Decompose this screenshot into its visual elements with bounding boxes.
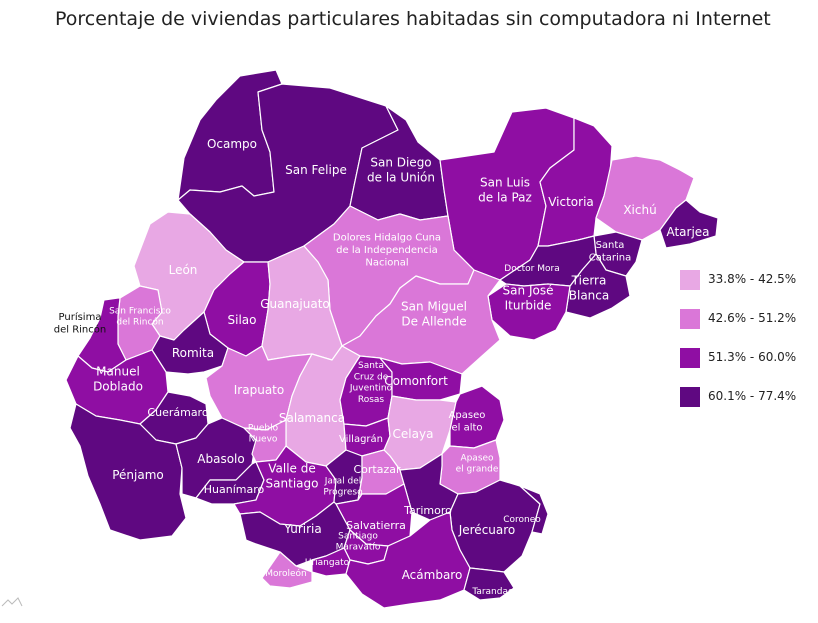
label-san-miguel-de-allende: San Miguel De Allende	[401, 300, 467, 329]
label-cueramaro: Cuerámaro	[147, 406, 208, 419]
label-villagran: Villagrán	[339, 433, 383, 445]
municipality-coroneo[interactable]	[519, 485, 549, 535]
municipality-atarjea[interactable]	[659, 199, 719, 249]
label-san-francisco-del-rincon: San Francisco del Rincón	[109, 306, 171, 327]
label-san-diego-de-la-union: San Diego de la Unión	[367, 156, 435, 185]
label-salvatierra: Salvatierra	[346, 519, 406, 532]
label-jerecuaro: Jerécuaro	[458, 523, 516, 537]
label-santiago-maravatio: Santiago Maravatío	[336, 531, 381, 552]
map-title: Porcentaje de viviendas particulares hab…	[55, 8, 771, 30]
label-apaseo-el-alto: Apaseo el alto	[449, 410, 486, 434]
label-celaya: Celaya	[393, 427, 434, 441]
legend-swatch	[680, 348, 700, 368]
municipality-penjamo[interactable]	[69, 403, 187, 541]
label-irapuato: Irapuato	[234, 383, 284, 397]
label-dolores-hidalgo-cuna-de-la-independencia-nacional: Dolores Hidalgo Cuna de la Independencia N…	[333, 233, 441, 269]
label-jaral-del-progreso: Jaral del Progreso	[323, 476, 363, 497]
label-san-luis-de-la-paz: San Luis de la Paz	[478, 176, 532, 205]
label-doctor-mora: Doctor Mora	[504, 264, 559, 274]
label-huanimaro: Huanímaro	[204, 483, 265, 496]
label-guanajuato: Guanajuato	[260, 297, 330, 311]
label-abasolo: Abasolo	[197, 452, 244, 466]
legend-label: 60.1% - 77.4%	[708, 389, 797, 403]
municipality-moroleon[interactable]	[261, 551, 313, 589]
label-tarandacuao: Tarandacuao	[471, 587, 530, 597]
legend-label: 51.3% - 60.0%	[708, 350, 797, 364]
legend-swatch	[680, 270, 700, 290]
label-purisima-del-rincon: Purísima del Rincón	[54, 311, 106, 336]
label-yuriria: Yuriria	[283, 522, 321, 536]
label-san-jose-iturbide: San José Iturbide	[503, 284, 554, 313]
legend-swatch	[680, 309, 700, 329]
label-coroneo: Coroneo	[503, 515, 541, 525]
label-acambaro: Acámbaro	[402, 568, 463, 582]
label-ocampo: Ocampo	[207, 137, 257, 151]
label-pueblo-nuevo: Pueblo Nuevo	[248, 423, 279, 444]
label-penjamo: Pénjamo	[112, 468, 164, 482]
label-tierra-blanca: Tierra Blanca	[569, 274, 609, 303]
label-salamanca: Salamanca	[279, 411, 345, 425]
label-santa-cruz-de-juventino-rosas: Santa Cruz de Juventino Rosas	[349, 361, 393, 405]
label-romita: Romita	[172, 346, 214, 360]
legend-label: 33.8% - 42.5%	[708, 272, 797, 286]
municipality-comonfort[interactable]	[379, 357, 463, 401]
municipality-tarandacuao[interactable]	[463, 567, 515, 601]
legend-label: 42.6% - 51.2%	[708, 311, 797, 325]
label-tarimoro: Tarimoro	[403, 504, 452, 517]
label-valle-de-santiago: Valle de Santiago	[266, 462, 319, 491]
label-apaseo-el-grande: Apaseo el grande	[456, 453, 499, 474]
corner-mark-icon	[1, 597, 23, 607]
label-cortazar: Cortazar	[353, 463, 401, 476]
label-santa-catarina: Santa Catarina	[589, 240, 632, 264]
label-silao: Silao	[228, 313, 257, 327]
label-victoria: Victoria	[548, 195, 594, 209]
label-leon: León	[169, 263, 198, 277]
label-san-felipe: San Felipe	[285, 163, 347, 177]
municipality-acambaro[interactable]	[345, 511, 471, 609]
legend-swatch	[680, 387, 700, 407]
label-atarjea: Atarjea	[666, 225, 709, 239]
label-xichu: Xichú	[623, 203, 656, 217]
label-comonfort: Comonfort	[384, 374, 448, 388]
municipality-apaseo-el-alto[interactable]	[449, 385, 505, 449]
label-moroleon: Moroleón	[265, 568, 307, 579]
label-uriangato: Uriangato	[305, 558, 350, 568]
label-manuel-doblado: Manuel Doblado	[93, 365, 143, 394]
